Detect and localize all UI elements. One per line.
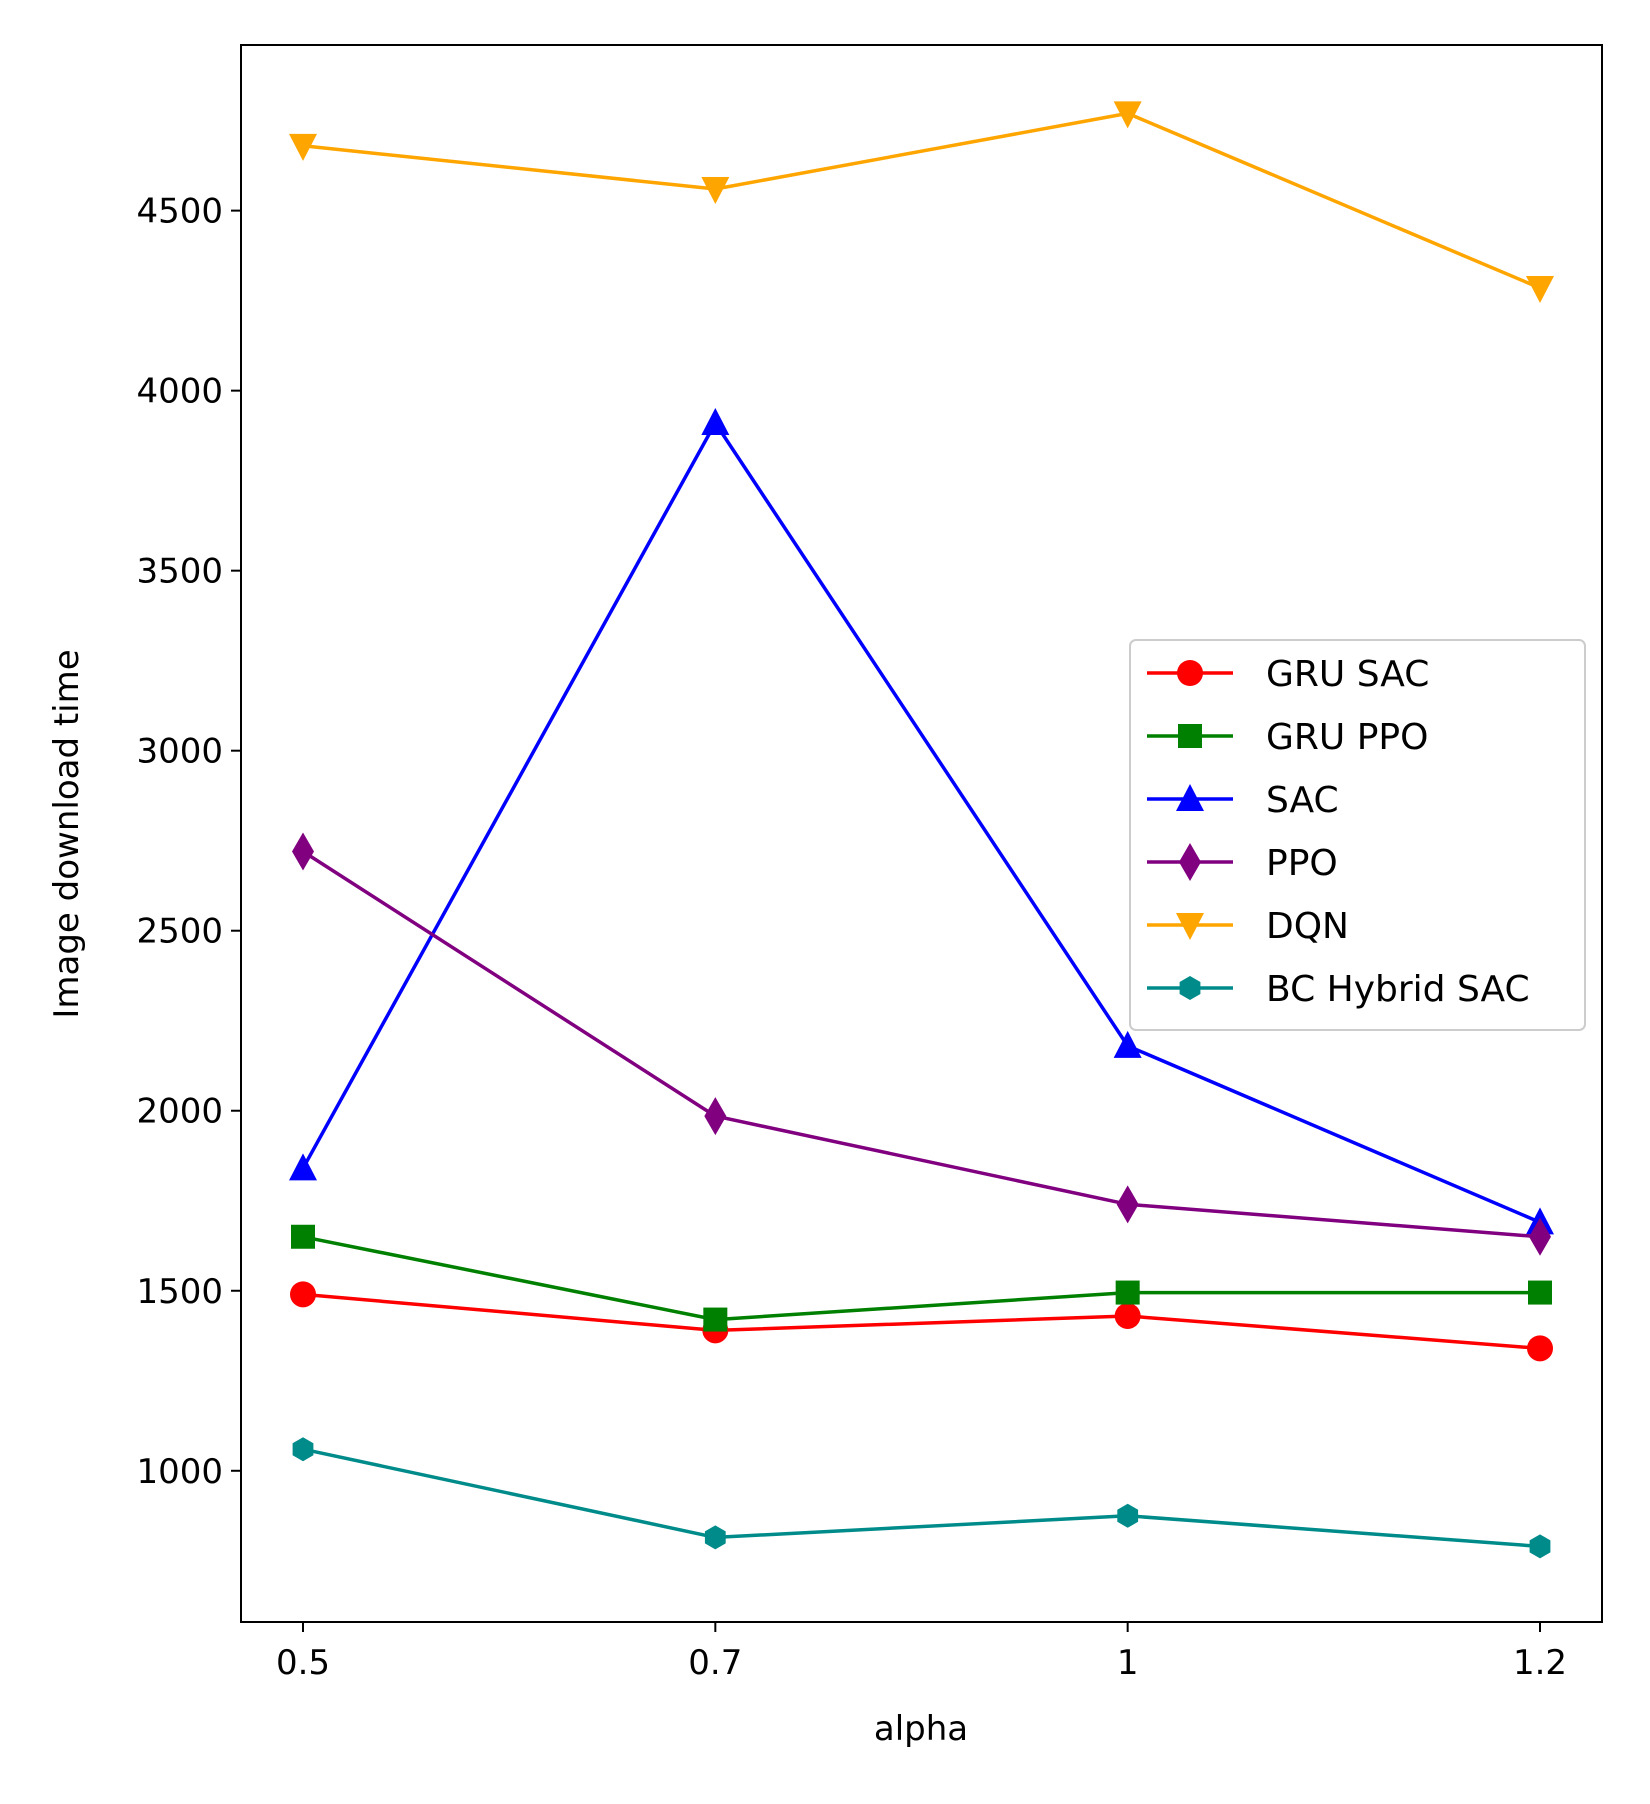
x-tick-label: 1.2 [1513, 1643, 1567, 1683]
y-tick-label: 2000 [136, 1092, 223, 1132]
data-point [292, 1437, 314, 1462]
legend-item: GRU PPO [1147, 717, 1428, 758]
legend-item: SAC [1147, 780, 1339, 821]
data-point [701, 177, 730, 205]
y-axis-label: Image download time [47, 649, 87, 1018]
data-point [290, 1281, 316, 1308]
legend-marker [1179, 843, 1201, 881]
y-tick-label: 1500 [136, 1272, 223, 1312]
y-tick-label: 3000 [136, 732, 223, 772]
data-point [1115, 1280, 1140, 1305]
legend: GRU SAC GRU PPO SAC PPO DQN BC Hybrid SAC [1129, 639, 1586, 1031]
series-gru-ppo [291, 1224, 1552, 1332]
y-tick-label: 3500 [136, 552, 223, 592]
data-point [292, 832, 314, 871]
legend-marker [1176, 913, 1204, 940]
legend-label: SAC [1266, 780, 1339, 821]
axis-layer: 0.5 0.7 1 1.2 1000 1500 2000 2500 3000 3500 4000 45… [136, 192, 1567, 1683]
data-point [1117, 1503, 1139, 1528]
legend-item: BC Hybrid SAC [1147, 969, 1530, 1010]
series-layer [289, 101, 1554, 1559]
legend-item: GRU SAC [1147, 654, 1429, 695]
y-tick-label: 1000 [136, 1452, 223, 1492]
data-point [1529, 1534, 1551, 1559]
legend-marker [1177, 660, 1203, 686]
legend-item: DQN [1147, 906, 1349, 947]
data-point [1528, 1280, 1552, 1305]
data-point [1113, 1030, 1142, 1058]
legend-label: GRU PPO [1266, 717, 1428, 758]
y-tick-label: 4000 [136, 372, 223, 412]
plot-area-frame [240, 44, 1603, 1623]
data-point [1114, 1302, 1141, 1329]
legend-box [1129, 639, 1586, 1031]
data-point [1116, 1185, 1139, 1224]
data-point [1113, 101, 1142, 129]
x-tick-label: 0.7 [688, 1643, 742, 1683]
legend-label: DQN [1266, 906, 1349, 947]
legend-item: PPO [1147, 843, 1338, 884]
series-line [302, 1447, 1541, 1549]
legend-marker [1176, 784, 1204, 811]
data-point [704, 1097, 727, 1136]
data-point [291, 1224, 315, 1249]
series-line [302, 1235, 1540, 1322]
legend-marker [1179, 976, 1201, 1000]
y-tick-label: 4500 [136, 192, 223, 232]
legend-label: GRU SAC [1266, 654, 1429, 695]
data-point [289, 1153, 317, 1181]
data-point [701, 408, 730, 436]
series-ppo [292, 832, 1551, 1256]
x-axis-label: alpha [874, 1709, 968, 1749]
series-bc-hybrid-sac [292, 1437, 1551, 1559]
data-point [1529, 1217, 1551, 1256]
series-line [302, 111, 1541, 290]
data-point [289, 133, 317, 161]
x-tick-label: 0.5 [276, 1643, 330, 1683]
y-tick-label: 2500 [136, 912, 223, 952]
legend-label: PPO [1266, 843, 1338, 884]
legend-marker [1178, 724, 1202, 748]
x-tick-label: 1 [1117, 1643, 1139, 1683]
data-point [1526, 276, 1554, 304]
series-line [301, 421, 1541, 1224]
series-line [302, 1292, 1541, 1351]
data-point [1527, 1335, 1553, 1362]
series-line [302, 850, 1541, 1239]
data-point [703, 1307, 728, 1332]
legend-label: BC Hybrid SAC [1266, 969, 1530, 1010]
series-dqn [289, 101, 1554, 304]
data-point [704, 1525, 726, 1550]
